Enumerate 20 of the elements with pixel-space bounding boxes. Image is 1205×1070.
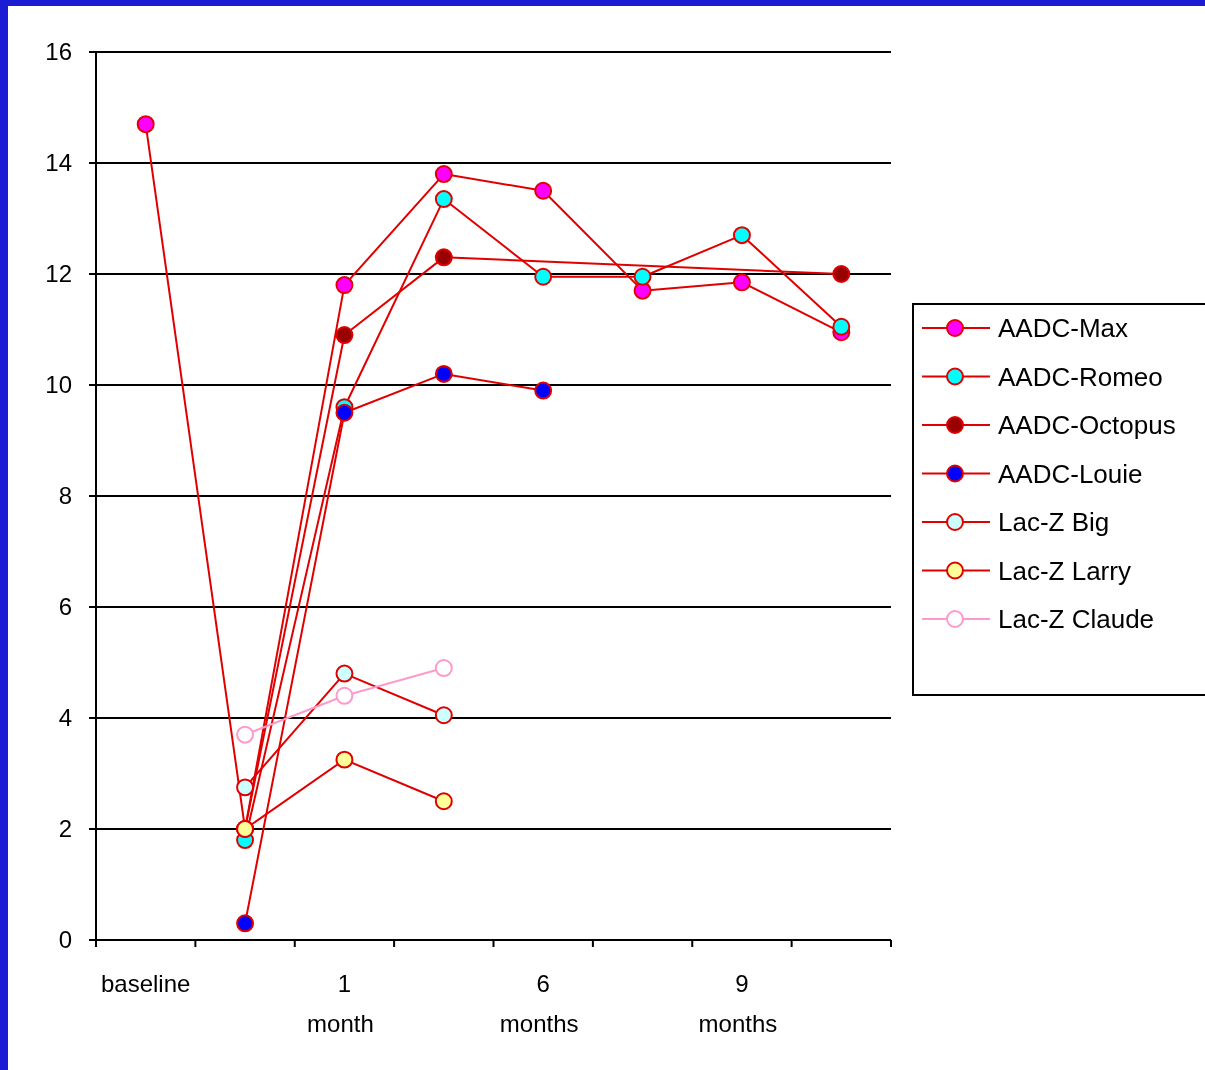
y-tick-label: 0 [58, 926, 72, 954]
x-tick-label: 6 months [499, 970, 579, 1037]
y-tick-label: 2 [58, 815, 72, 843]
y-tick-label: 14 [45, 149, 72, 177]
legend-label: Lac-Z Claude [998, 604, 1155, 635]
y-tick-label: 4 [58, 704, 72, 732]
x-tick-label: baseline [100, 970, 191, 997]
y-tick-label: 16 [45, 38, 72, 66]
x-tick-label: 9 months [698, 970, 778, 1037]
y-tick-label: 10 [45, 371, 72, 399]
legend-label: AADC-Romeo [998, 361, 1163, 392]
legend-label: AADC-Louie [998, 458, 1143, 489]
legend-label: Lac-Z Big [998, 507, 1110, 538]
legend-label: AADC-Octopus [998, 410, 1176, 441]
x-tick-label: 1 month [307, 970, 374, 1037]
legend-label: AADC-Max [998, 313, 1129, 344]
y-tick-label: 8 [58, 482, 72, 510]
legend-label: Lac-Z Larry [998, 555, 1131, 586]
y-tick-label: 6 [58, 593, 72, 621]
y-tick-label: 12 [45, 260, 72, 288]
